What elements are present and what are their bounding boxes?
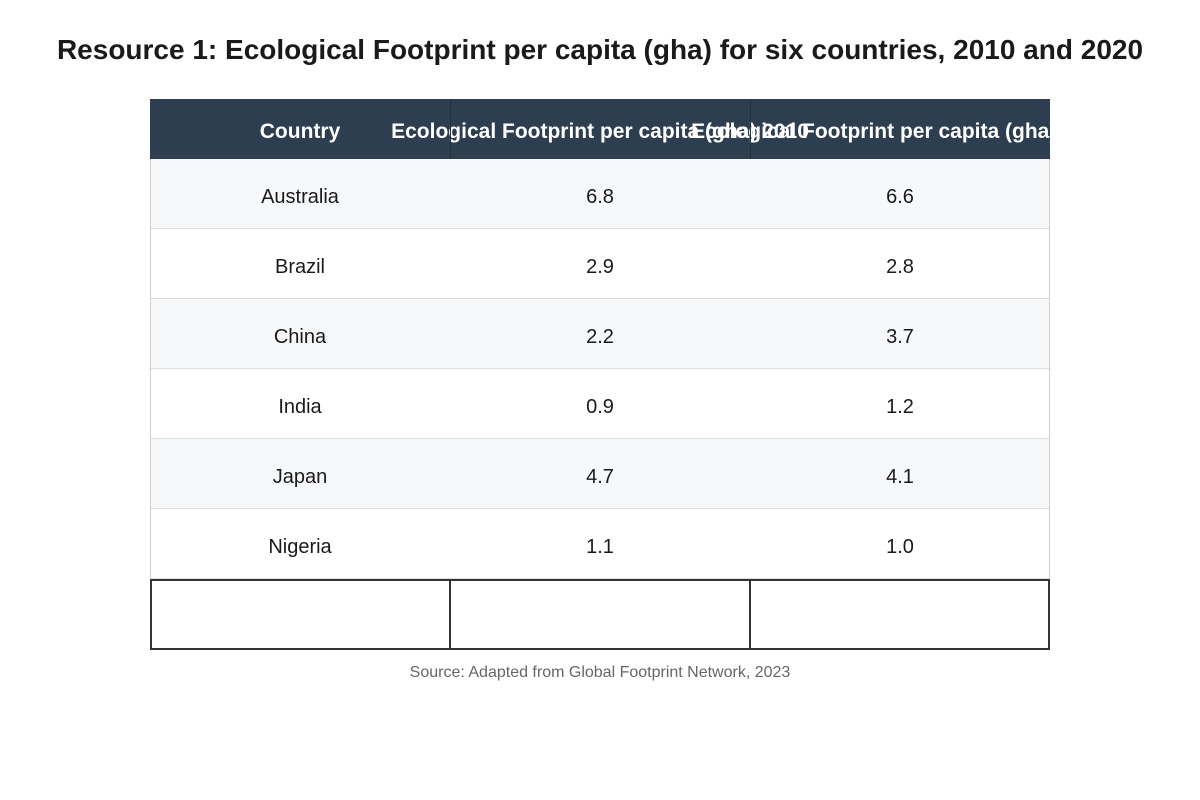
country-cell: Nigeria bbox=[268, 536, 332, 558]
empty-row-divider bbox=[749, 581, 751, 648]
country-cell: Australia bbox=[261, 186, 339, 208]
value-cell: 0.9 bbox=[586, 396, 614, 418]
source-note: Source: Adapted from Global Footprint Ne… bbox=[409, 664, 791, 681]
value-cell: 2.8 bbox=[886, 256, 914, 278]
header-divider bbox=[750, 99, 751, 159]
table-row: China 2.2 3.7 bbox=[150, 299, 1050, 369]
table-title: Resource 1: Ecological Footprint per cap… bbox=[56, 34, 1144, 65]
table-row: India 0.9 1.2 bbox=[150, 369, 1050, 439]
value-cell: 6.6 bbox=[886, 186, 914, 208]
value-cell: 1.1 bbox=[586, 536, 614, 558]
value-cell: 4.7 bbox=[586, 466, 614, 488]
data-table: Country Ecological Footprint per capita (… bbox=[150, 99, 1050, 650]
table-row: Brazil 2.9 2.8 bbox=[150, 229, 1050, 299]
header-divider bbox=[450, 99, 451, 159]
value-cell: 3.7 bbox=[886, 326, 914, 348]
table-header-row: Country Ecological Footprint per capita (… bbox=[150, 99, 1050, 159]
value-cell: 1.0 bbox=[886, 536, 914, 558]
country-cell: India bbox=[278, 396, 322, 418]
country-cell: China bbox=[273, 326, 327, 348]
column-header-1: Country bbox=[259, 120, 341, 143]
column-header-3: Ecological Footprint per capita (gha) 20… bbox=[691, 120, 1050, 143]
country-cell: Japan bbox=[272, 466, 328, 488]
table-row: Australia 6.8 6.6 bbox=[150, 159, 1050, 229]
table-row: Japan 4.7 4.1 bbox=[150, 439, 1050, 509]
value-cell: 4.1 bbox=[886, 466, 914, 488]
value-cell: 2.9 bbox=[586, 256, 614, 278]
empty-table-row bbox=[150, 579, 1050, 650]
table-header-cells: Country Ecological Footprint per capita (… bbox=[150, 99, 1050, 159]
column-header-2: Ecological Footprint per capita (gha) 20… bbox=[391, 120, 809, 143]
value-cell: 1.2 bbox=[886, 396, 914, 418]
table-row: Nigeria 1.1 1.0 bbox=[150, 509, 1050, 579]
country-cell: Brazil bbox=[274, 256, 325, 278]
value-cell: 6.8 bbox=[586, 186, 614, 208]
table-right-border bbox=[1049, 159, 1050, 579]
empty-row-divider bbox=[449, 581, 451, 648]
value-cell: 2.2 bbox=[586, 326, 614, 348]
table-left-border bbox=[150, 159, 151, 579]
